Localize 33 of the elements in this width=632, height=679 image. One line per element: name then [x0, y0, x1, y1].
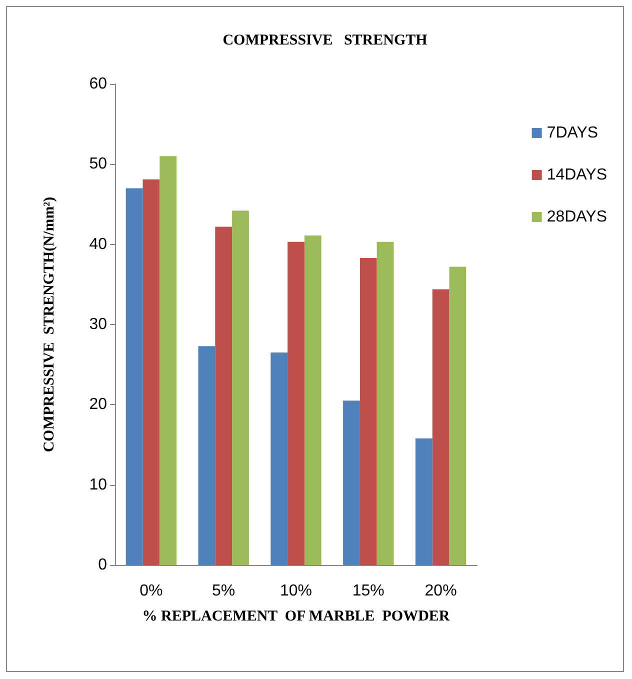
x-tick-label: 5%	[212, 582, 236, 600]
x-tick-label: 15%	[352, 582, 384, 600]
y-tick-label: 60	[89, 76, 108, 92]
bar	[288, 242, 304, 565]
bar	[415, 438, 432, 565]
y-tick-label: 40	[89, 236, 108, 253]
bar	[215, 226, 232, 565]
bar	[432, 289, 450, 565]
y-tick-label: 50	[89, 156, 108, 173]
bar	[376, 242, 394, 565]
bar	[232, 210, 249, 565]
x-tick-label: 0%	[140, 582, 163, 600]
bar	[198, 346, 216, 565]
legend-label: 14DAYS	[546, 166, 608, 184]
bar	[360, 258, 377, 565]
bar	[304, 236, 322, 565]
y-tick-label: 10	[89, 476, 108, 494]
y-tick-label: 20	[89, 396, 108, 414]
y-axis-title: COMPRESSIVE STRENGTH(N/mm²)	[42, 196, 58, 452]
bar	[343, 400, 360, 565]
bar	[142, 179, 160, 565]
x-tick-label: 10%	[280, 582, 312, 600]
y-tick-label: 0	[98, 556, 108, 574]
legend-label: 28DAYS	[546, 208, 608, 226]
bar	[160, 156, 177, 565]
legend-label: 7DAYS	[546, 124, 598, 142]
bar	[449, 266, 466, 565]
bar	[270, 352, 288, 565]
bar	[126, 188, 143, 565]
x-tick-label: 20%	[424, 582, 457, 600]
x-axis-title: % REPLACEMENT OF MARBLE POWDER	[142, 608, 450, 624]
chart-title: COMPRESSIVE STRENGTH	[222, 32, 428, 48]
y-tick-label: 30	[89, 316, 108, 333]
